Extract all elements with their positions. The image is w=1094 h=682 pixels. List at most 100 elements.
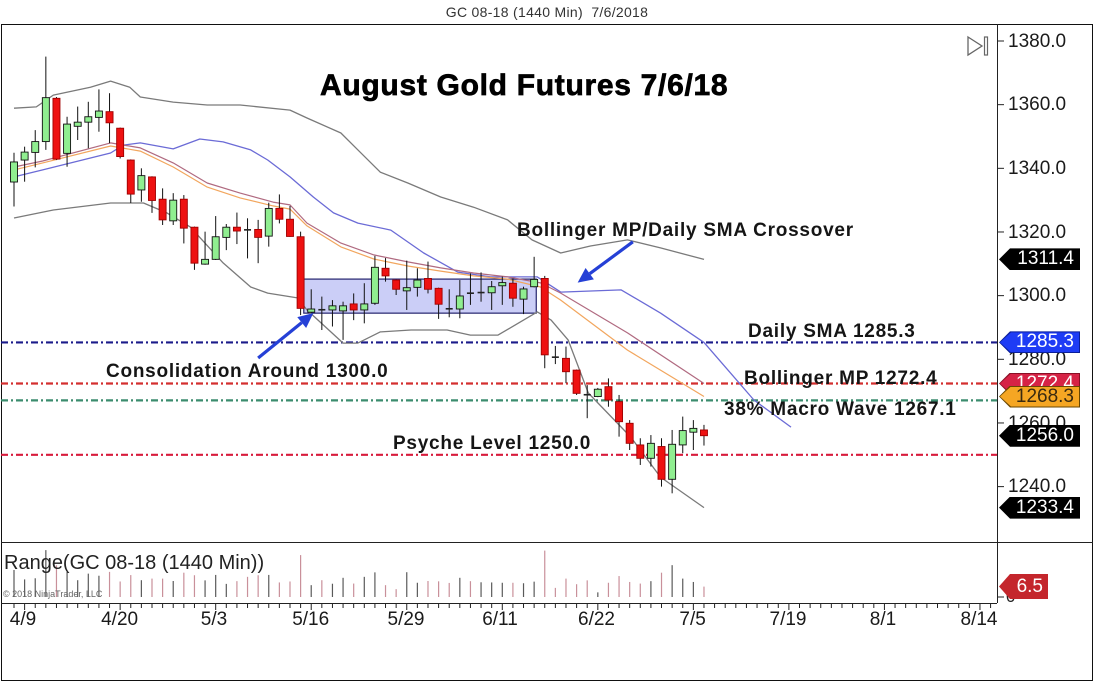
candle-doji (445, 307, 453, 310)
candle-body (487, 286, 496, 294)
candle-body (201, 258, 210, 265)
candle (318, 296, 326, 331)
daily-sma-marker: 1285.3 (999, 331, 1080, 354)
candle (296, 231, 305, 316)
candle-body (498, 282, 507, 287)
candle-body (190, 226, 199, 264)
candle (562, 346, 570, 384)
candle-body (137, 175, 146, 191)
date-tick-label: 5/16 (292, 609, 330, 630)
range-value-marker: 6.5 (999, 574, 1048, 599)
last-price-marker: 1256.0 (999, 424, 1080, 447)
candle-body (84, 116, 93, 123)
candle (445, 289, 453, 318)
axis-ticks (13, 40, 1004, 610)
consolidation-arrow-head (297, 313, 314, 329)
candle-body (73, 121, 82, 127)
candle (232, 212, 241, 245)
candle (63, 116, 72, 167)
annotation-consolidation: Consolidation Around 1300.0 (106, 361, 389, 382)
candle (275, 194, 284, 224)
date-tick-label: 8/1 (869, 609, 897, 630)
candle-body (572, 369, 581, 394)
candle (519, 286, 528, 315)
marker-value: 6.5 (1016, 576, 1043, 597)
candle (689, 420, 698, 451)
candle (530, 256, 539, 288)
candle (222, 224, 231, 251)
scroll-to-end-icon (967, 35, 989, 57)
candle (10, 152, 18, 207)
candle (413, 268, 422, 297)
annotation-bollinger-mp: Bollinger MP 1272.4 (744, 368, 938, 389)
candle (498, 276, 507, 305)
candle (339, 301, 348, 340)
candle (349, 293, 358, 321)
candle-body (615, 401, 624, 423)
candle (148, 176, 156, 213)
candle (116, 127, 125, 159)
annotation-psyche-level: Psyche Level 1250.0 (393, 433, 592, 454)
date-tick-label: 7/5 (679, 609, 706, 630)
candle (583, 385, 591, 419)
candle-body (562, 357, 570, 373)
marker-value: 1311.4 (1017, 248, 1074, 270)
candle-body (530, 278, 539, 288)
candle-doji (466, 292, 474, 294)
candle (370, 255, 379, 305)
date-tick-label: 5/3 (200, 609, 228, 630)
candle (678, 416, 687, 454)
candle-body (700, 429, 708, 437)
candle (604, 378, 613, 407)
candle-body (286, 218, 294, 237)
plot-layer (1, 56, 997, 597)
marker-fill (1000, 497, 1079, 518)
candle-body (519, 288, 528, 300)
bollinger-upper-line (13, 80, 705, 261)
copyright-text: © 2018 NinjaTrader, LLC (3, 589, 103, 599)
candle-body (508, 282, 517, 299)
candle-doji (244, 229, 252, 231)
price-tick-label: 1300.0 (1008, 285, 1067, 307)
candle-doji (583, 393, 591, 396)
candle (328, 300, 337, 327)
candle-body (52, 97, 61, 160)
scroll-to-end-button[interactable] (965, 35, 991, 57)
price-tick-label: 1320.0 (1008, 221, 1067, 243)
bollinger-lower-line (13, 202, 705, 509)
candle (84, 101, 93, 149)
candle-body (232, 226, 241, 232)
upper-band-marker: 1311.4 (999, 248, 1080, 271)
candle-body (349, 303, 358, 311)
candle-body (381, 267, 390, 277)
candle (540, 275, 549, 369)
candle-body (264, 207, 273, 237)
candle (392, 279, 401, 296)
price-tick-label: 1380.0 (1008, 30, 1067, 52)
candle-body (222, 226, 231, 238)
candle-doji (318, 308, 326, 311)
candle (700, 424, 708, 446)
marker-value: 1268.3 (1015, 385, 1074, 407)
candle-body (211, 236, 220, 260)
candle-body (413, 279, 422, 288)
candle-body (126, 159, 135, 195)
annotation-daily-sma: Daily SMA 1285.3 (748, 321, 916, 342)
candles (10, 56, 708, 494)
candle-body (360, 303, 369, 311)
candle (105, 93, 114, 144)
date-tick-label: 6/22 (578, 609, 615, 630)
marker-fill (1000, 332, 1079, 353)
candle-body (296, 236, 305, 309)
candle (424, 261, 432, 294)
price-tick-label: 1360.0 (1008, 94, 1067, 116)
range-pane-label: Range(GC 08-18 (1440 Min)) (4, 552, 265, 574)
candle (201, 231, 210, 265)
candle-body (275, 207, 284, 220)
candle (211, 216, 220, 260)
marker-value: 1256.0 (1015, 424, 1074, 446)
candle (137, 168, 146, 202)
candle (636, 438, 645, 465)
candle-body (179, 198, 188, 229)
